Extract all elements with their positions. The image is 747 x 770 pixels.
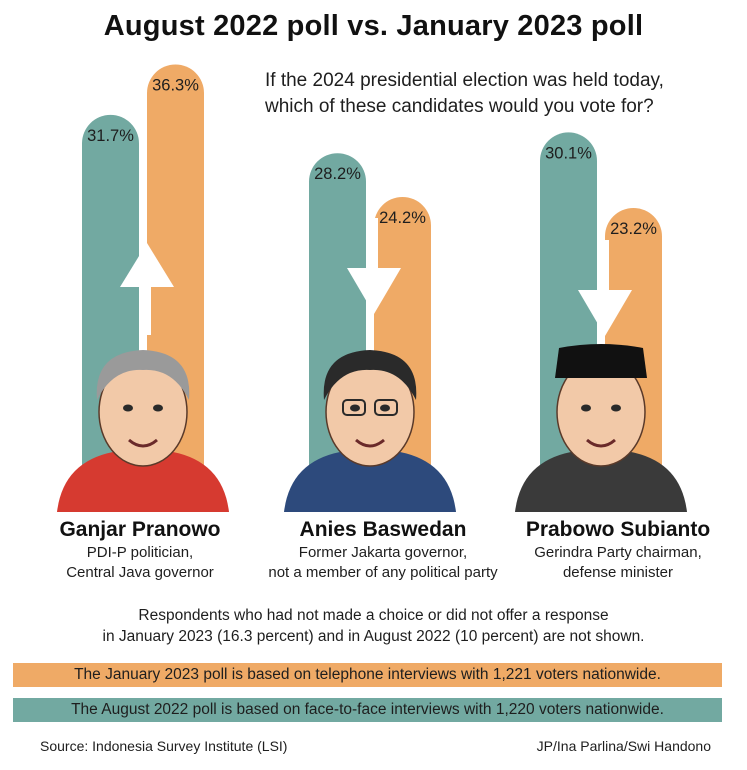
trend-down-arrow-icon bbox=[578, 290, 632, 336]
value-label-jan2023-1: 24.2% bbox=[379, 209, 426, 227]
chart-title: August 2022 poll vs. January 2023 poll bbox=[103, 10, 644, 42]
candidate-prabowo: Prabowo Subianto Gerindra Party chairman… bbox=[488, 518, 747, 582]
credit-note: JP/Ina Parlina/Swi Handono bbox=[536, 738, 711, 754]
candidate-name: Prabowo Subianto bbox=[525, 518, 711, 541]
footnote-line: in January 2023 (16.3 percent) and in Au… bbox=[102, 628, 645, 645]
value-label-aug2022-1: 28.2% bbox=[314, 165, 361, 183]
poll-chart: 31.7% 36.3% 28.2% 24.2% 30.1% 23.2% bbox=[57, 64, 687, 512]
candidate-description: PDI-P politician, bbox=[86, 544, 194, 561]
legend-august: The August 2022 poll is based on face-to… bbox=[13, 698, 722, 722]
footnote: Respondents who had not made a choice or… bbox=[0, 605, 747, 647]
footnote-line: Respondents who had not made a choice or… bbox=[138, 607, 609, 624]
candidate-description: Former Jakarta governor, bbox=[298, 544, 468, 561]
candidate-anies: Anies Baswedan Former Jakarta governor, … bbox=[253, 518, 513, 582]
candidate-portrait bbox=[57, 350, 229, 512]
value-label-jan2023-0: 36.3% bbox=[152, 77, 199, 95]
candidate-portrait bbox=[515, 344, 687, 512]
candidate-description: not a member of any political party bbox=[268, 564, 498, 581]
candidate-portrait bbox=[284, 350, 456, 512]
candidate-ganjar: Ganjar Pranowo PDI-P politician, Central… bbox=[10, 518, 270, 582]
legend-january: The January 2023 poll is based on teleph… bbox=[13, 663, 722, 687]
survey-question: If the 2024 presidential election was he… bbox=[265, 70, 664, 117]
candidate-description: defense minister bbox=[562, 564, 674, 581]
trend-up-arrow-icon bbox=[120, 243, 174, 287]
trend-down-arrow-icon bbox=[347, 268, 401, 314]
candidate-description: Central Java governor bbox=[66, 564, 214, 581]
candidate-description: Gerindra Party chairman, bbox=[534, 544, 702, 561]
source-note: Source: Indonesia Survey Institute (LSI) bbox=[40, 738, 288, 754]
value-label-aug2022-0: 31.7% bbox=[87, 127, 134, 145]
candidate-name: Ganjar Pranowo bbox=[59, 518, 221, 541]
candidate-name: Anies Baswedan bbox=[299, 518, 467, 541]
value-label-jan2023-2: 23.2% bbox=[610, 220, 657, 238]
value-label-aug2022-2: 30.1% bbox=[545, 144, 592, 162]
